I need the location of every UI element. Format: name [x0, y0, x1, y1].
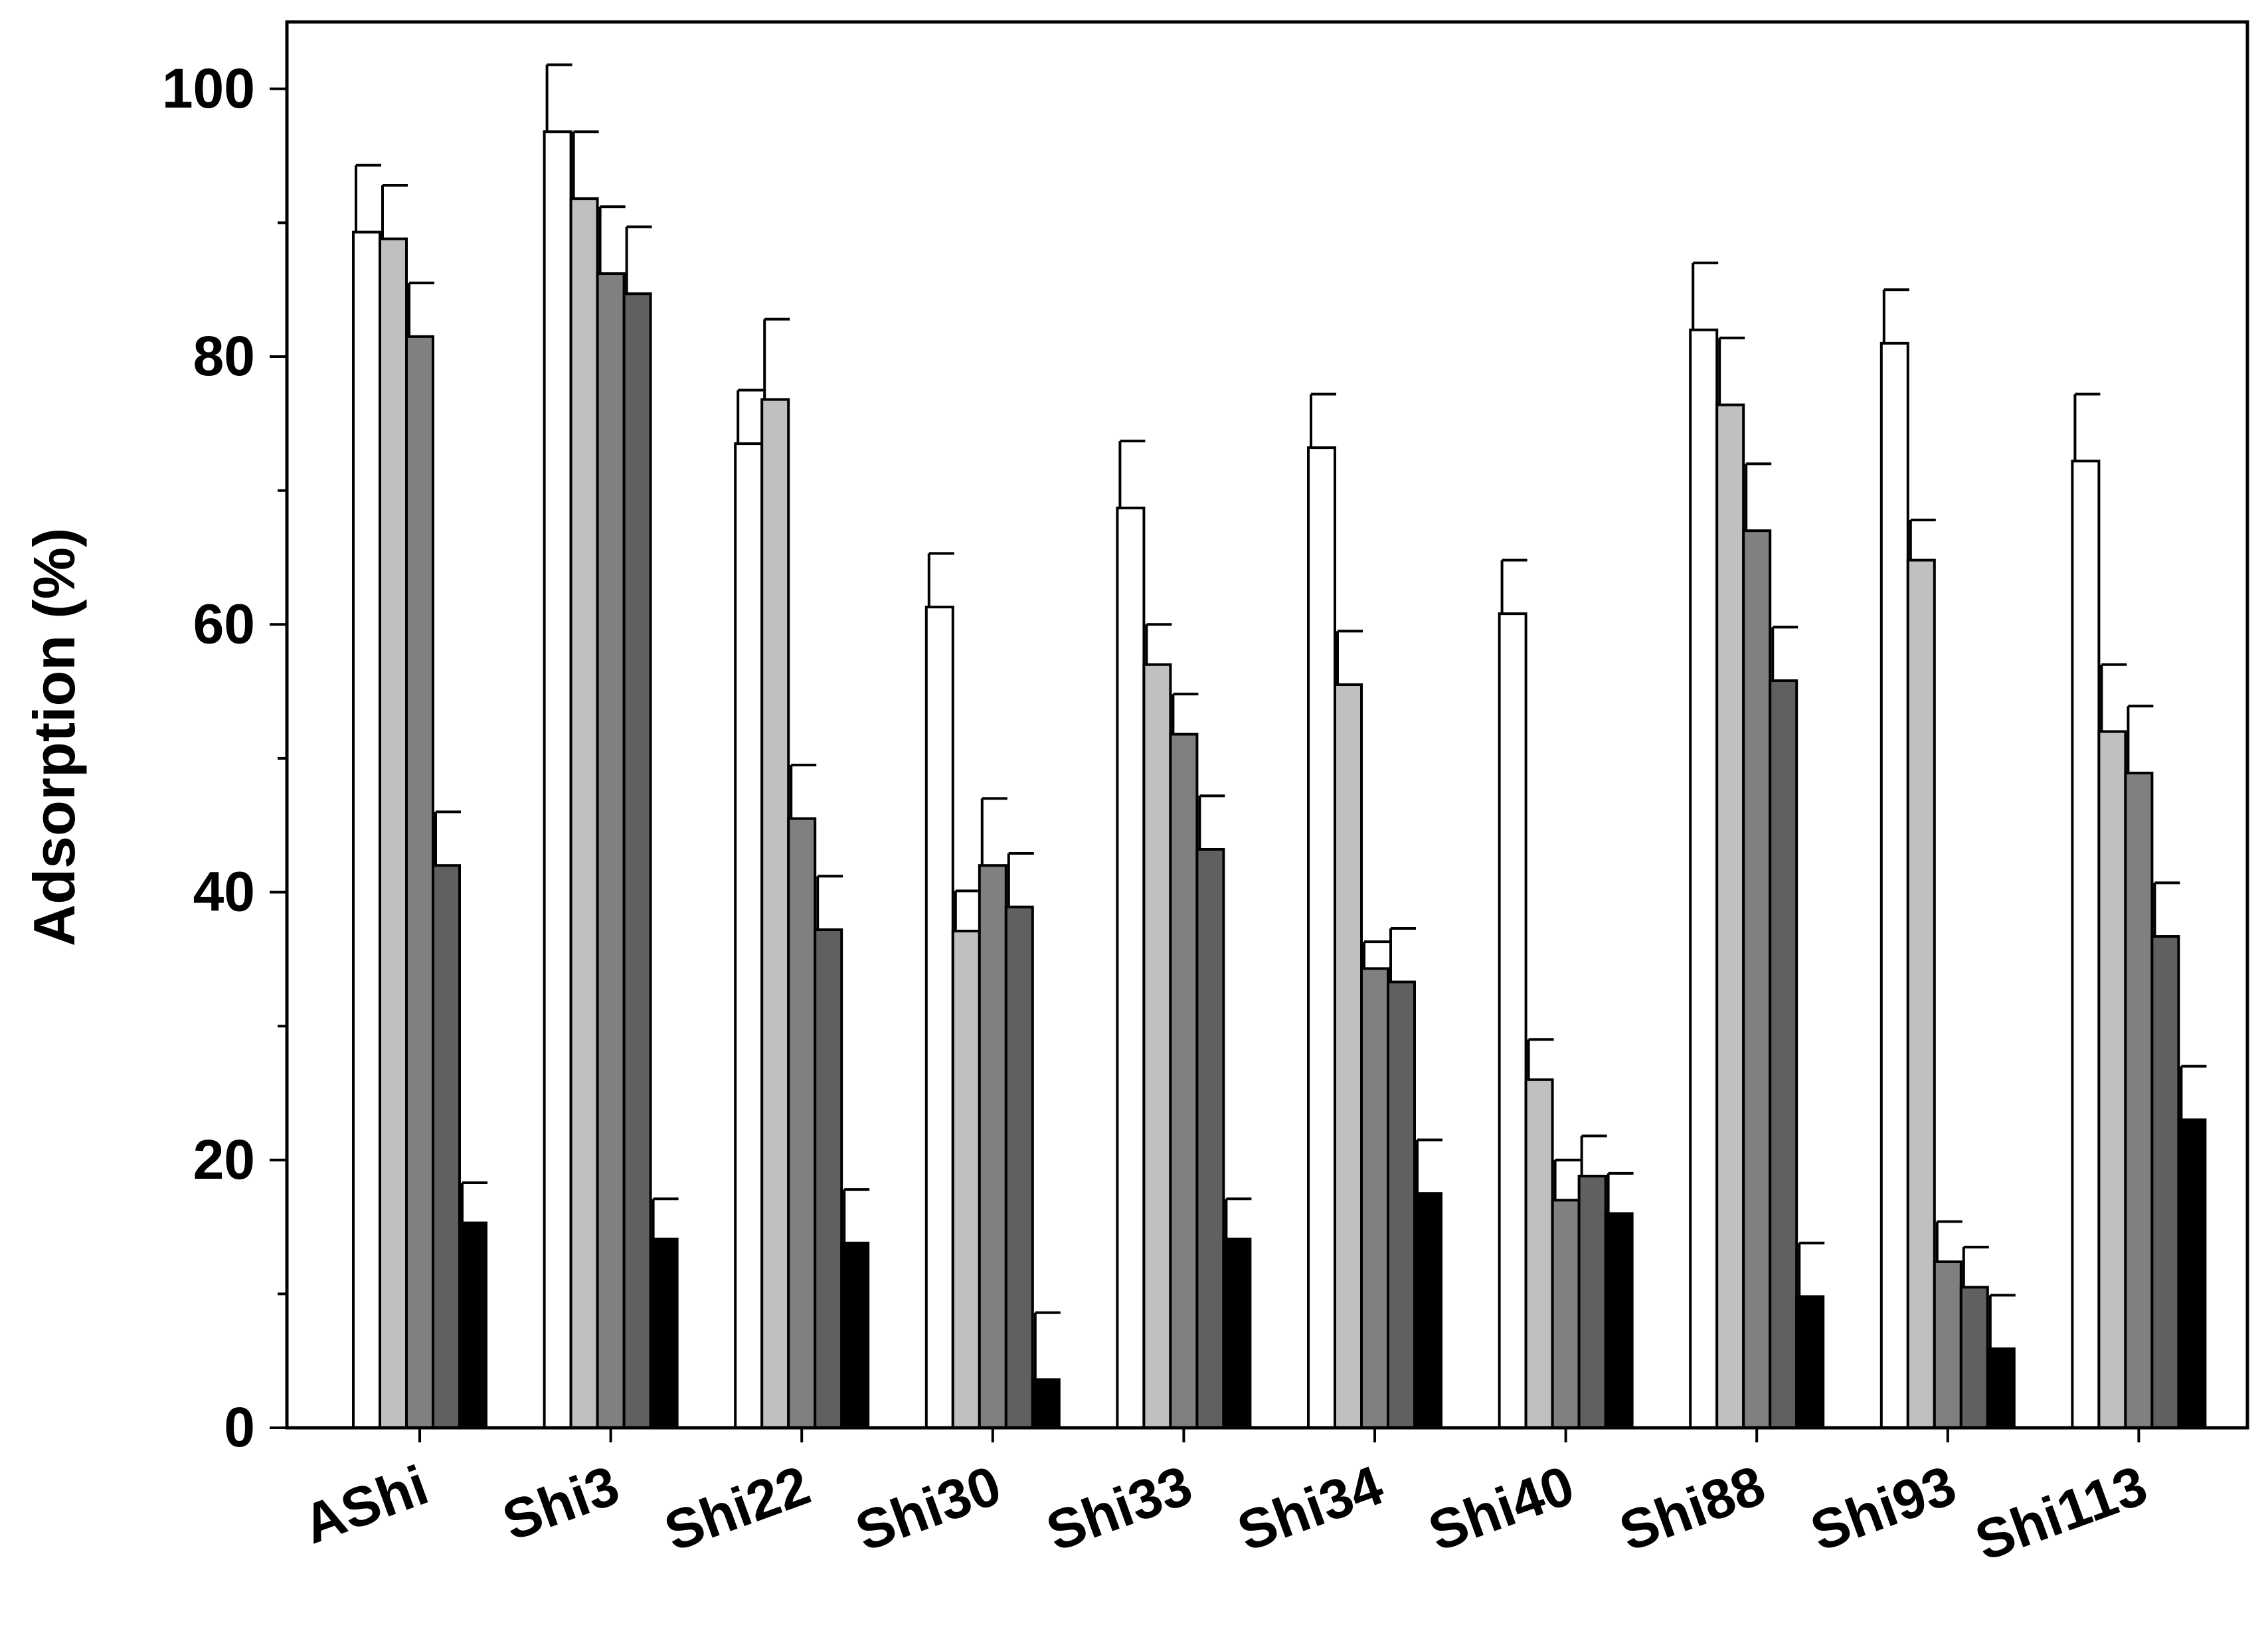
bar	[734, 442, 764, 1429]
axes-group: AShi Shi3 Shi22 Shi30 Shi33 Shi34 Shi40 Shi88 Sh…	[162, 20, 2249, 1573]
x-tick-label: Shi33	[1039, 1454, 1200, 1563]
bar	[1169, 732, 1199, 1429]
bar	[951, 929, 981, 1429]
bar	[1498, 612, 1527, 1429]
bar	[1742, 529, 1772, 1430]
bar	[2071, 460, 2101, 1430]
y-tick-label: 20	[193, 1128, 255, 1191]
bar	[2124, 772, 2154, 1429]
bar	[1334, 683, 1363, 1429]
bar	[622, 292, 652, 1430]
y-tick-label: 40	[193, 861, 255, 923]
bar	[2177, 1118, 2207, 1430]
bar	[1906, 558, 1936, 1429]
y-tick-label: 60	[193, 592, 255, 655]
bar	[543, 130, 572, 1429]
y-tick-label: 80	[193, 325, 255, 387]
bar	[1413, 1192, 1442, 1429]
x-tick-label: Shi93	[1802, 1454, 1964, 1563]
bar	[405, 335, 434, 1429]
bar	[1933, 1260, 1963, 1430]
plot-frame	[285, 20, 2249, 1430]
x-tick-label: Shi30	[847, 1454, 1009, 1563]
bar	[596, 272, 626, 1429]
bar	[1142, 663, 1172, 1429]
bar	[1795, 1295, 1825, 1429]
bar	[978, 864, 1007, 1429]
bar	[1959, 1286, 1989, 1430]
bar	[1195, 848, 1225, 1429]
bar	[649, 1237, 679, 1430]
x-tick-label: Shi113	[1967, 1454, 2154, 1573]
bar	[840, 1241, 870, 1430]
bar	[924, 606, 954, 1430]
x-tick-label: Shi88	[1612, 1454, 1773, 1563]
bar	[1879, 341, 1909, 1429]
bar	[432, 864, 461, 1429]
bar	[1689, 328, 1719, 1430]
x-tick-label: Shi40	[1421, 1454, 1582, 1563]
bar	[814, 928, 843, 1429]
bar	[1986, 1347, 2016, 1430]
bar	[1524, 1078, 1554, 1430]
bar	[787, 817, 817, 1429]
bar	[2150, 935, 2180, 1429]
x-tick-label: Shi22	[657, 1454, 818, 1563]
y-tick-label: 0	[224, 1396, 255, 1458]
bar	[1031, 1378, 1061, 1430]
y-tick-label: 100	[162, 57, 255, 120]
bar	[1004, 905, 1034, 1429]
bar	[352, 230, 381, 1430]
bar	[1577, 1174, 1607, 1429]
bar	[1360, 967, 1389, 1429]
bar	[760, 398, 790, 1430]
bar	[379, 237, 408, 1430]
x-tick-label: AShi	[295, 1454, 436, 1556]
bar	[1387, 980, 1416, 1429]
bar-group	[352, 63, 2207, 1430]
x-tick-label: Shi34	[1229, 1453, 1391, 1563]
y-axis-label: Adsorption (%)	[21, 528, 87, 947]
bar	[1222, 1237, 1252, 1430]
x-tick-label: Shi3	[495, 1454, 627, 1553]
bar	[2097, 730, 2127, 1429]
bar	[1116, 506, 1146, 1429]
bar	[1715, 403, 1745, 1429]
bar	[569, 197, 599, 1430]
bar	[1604, 1212, 1634, 1430]
bar	[1769, 679, 1798, 1429]
bar	[458, 1221, 487, 1429]
bar	[1551, 1199, 1581, 1429]
bar	[1307, 446, 1336, 1429]
